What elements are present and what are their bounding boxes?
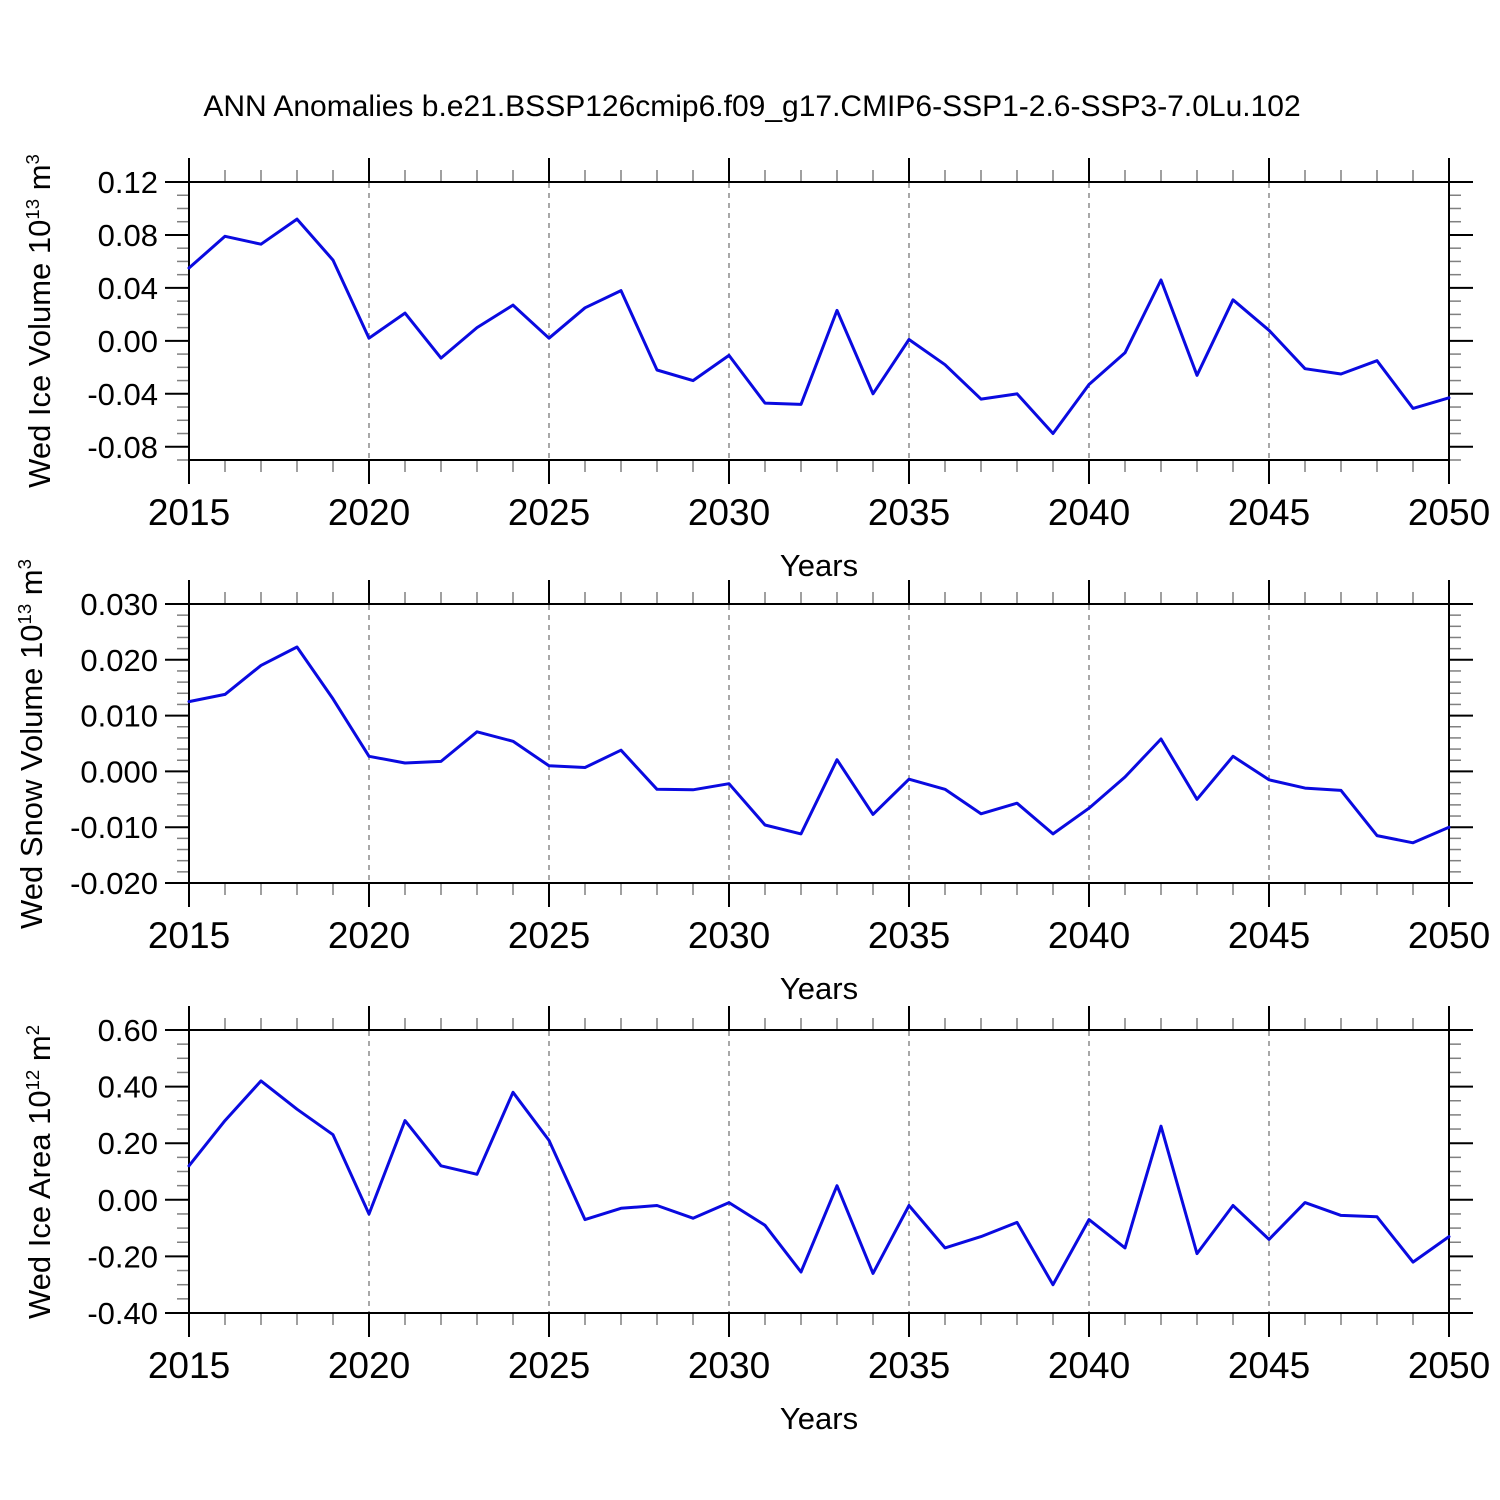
x-tick-labels: 2015 2020 2025 2030 2035 2040 2045 2050 (148, 1345, 1490, 1386)
plot-frame (188, 1029, 1450, 1314)
y-tick-label: 0.20 (98, 1126, 158, 1161)
x-tick-label: 2045 (1228, 492, 1310, 533)
x-axis-title-panel3: Years (779, 1401, 859, 1436)
y-tick-label: -0.020 (70, 866, 158, 901)
x-tick-label: 2045 (1228, 1345, 1310, 1386)
vertical-gridlines (368, 1031, 1270, 1312)
y-minor-ticks (177, 614, 1461, 873)
y-tick-labels: 0.60 0.40 0.20 0.00 -0.20 -0.40 (87, 1013, 158, 1331)
y-tick-label: -0.40 (87, 1296, 158, 1331)
y-major-ticks (165, 181, 1473, 448)
y-minor-ticks (177, 1043, 1461, 1300)
y-tick-labels: 0.030 0.020 0.010 0.000 -0.010 -0.020 (70, 587, 158, 901)
y-tick-label: 0.04 (98, 271, 158, 306)
y-minor-ticks (177, 194, 1461, 461)
x-tick-labels: 2015 2020 2025 2030 2035 2040 2045 2050 (148, 492, 1490, 533)
vertical-gridlines (368, 605, 1270, 882)
y-tick-label: 0.020 (80, 643, 158, 678)
y-tick-label: -0.20 (87, 1239, 158, 1274)
vertical-gridlines (368, 183, 1270, 459)
y-tick-label: 0.00 (98, 1183, 158, 1218)
x-axis-title-panel2: Years (779, 971, 859, 1006)
x-tick-label: 2020 (328, 915, 410, 956)
x-major-ticks (188, 580, 1450, 907)
x-tick-label: 2015 (148, 915, 230, 956)
y-tick-label: 0.030 (80, 587, 158, 622)
x-tick-label: 2040 (1048, 492, 1130, 533)
x-axis-title-panel1: Years (779, 548, 859, 583)
x-tick-label: 2050 (1408, 1345, 1490, 1386)
y-tick-label: 0.000 (80, 754, 158, 789)
panel-wed-ice-volume-anomaly: 2015 2020 2025 2030 2035 2040 2045 2050 0.12 0.08… (87, 158, 1490, 533)
x-tick-label: 2050 (1408, 915, 1490, 956)
y-tick-label: 0.010 (80, 699, 158, 734)
y-tick-label: -0.04 (87, 377, 158, 412)
x-minor-ticks (224, 592, 1414, 895)
x-tick-label: 2045 (1228, 915, 1310, 956)
x-tick-label: 2035 (868, 1345, 950, 1386)
series-line (187, 1079, 1451, 1287)
y-tick-labels: 0.12 0.08 0.04 0.00 -0.04 -0.08 (87, 165, 158, 465)
panel-wed-ice-area-anomaly: 2015 2020 2025 2030 2035 2040 2045 2050 0.60 0.40… (87, 1006, 1490, 1386)
x-tick-label: 2030 (688, 492, 770, 533)
x-tick-label: 2015 (148, 1345, 230, 1386)
y-tick-label: -0.08 (87, 430, 158, 465)
y-tick-label: 0.12 (98, 165, 158, 200)
x-tick-label: 2020 (328, 1345, 410, 1386)
x-tick-label: 2025 (508, 915, 590, 956)
y-tick-label: 0.40 (98, 1070, 158, 1105)
x-tick-label: 2035 (868, 915, 950, 956)
x-tick-labels: 2015 2020 2025 2030 2035 2040 2045 2050 (148, 915, 1490, 956)
x-tick-label: 2030 (688, 915, 770, 956)
y-tick-label: 0.08 (98, 218, 158, 253)
plot-frame (188, 603, 1450, 884)
plot-frame (188, 181, 1450, 461)
x-tick-label: 2040 (1048, 1345, 1130, 1386)
x-minor-ticks (224, 170, 1414, 472)
x-tick-label: 2015 (148, 492, 230, 533)
panel-wed-snow-volume-anomaly: 2015 2020 2025 2030 2035 2040 2045 20500.0300.0… (70, 580, 1490, 956)
x-tick-label: 2035 (868, 492, 950, 533)
y-tick-label: -0.010 (70, 810, 158, 845)
y-tick-label: 0.60 (98, 1013, 158, 1048)
y-tick-label: 0.00 (98, 324, 158, 359)
series-line (187, 217, 1451, 435)
x-major-ticks (188, 1006, 1450, 1337)
x-tick-label: 2030 (688, 1345, 770, 1386)
y-major-ticks (165, 603, 1473, 884)
x-tick-label: 2050 (1408, 492, 1490, 533)
x-tick-label: 2040 (1048, 915, 1130, 956)
series-line (187, 645, 1451, 845)
x-major-ticks (188, 158, 1450, 484)
x-minor-ticks (224, 1018, 1414, 1325)
y-major-ticks (165, 1029, 1473, 1314)
figure-title: ANN Anomalies b.e21.BSSP126cmip6.f09_g17… (203, 90, 1301, 123)
x-tick-label: 2025 (508, 492, 590, 533)
x-tick-label: 2025 (508, 1345, 590, 1386)
x-tick-label: 2020 (328, 492, 410, 533)
